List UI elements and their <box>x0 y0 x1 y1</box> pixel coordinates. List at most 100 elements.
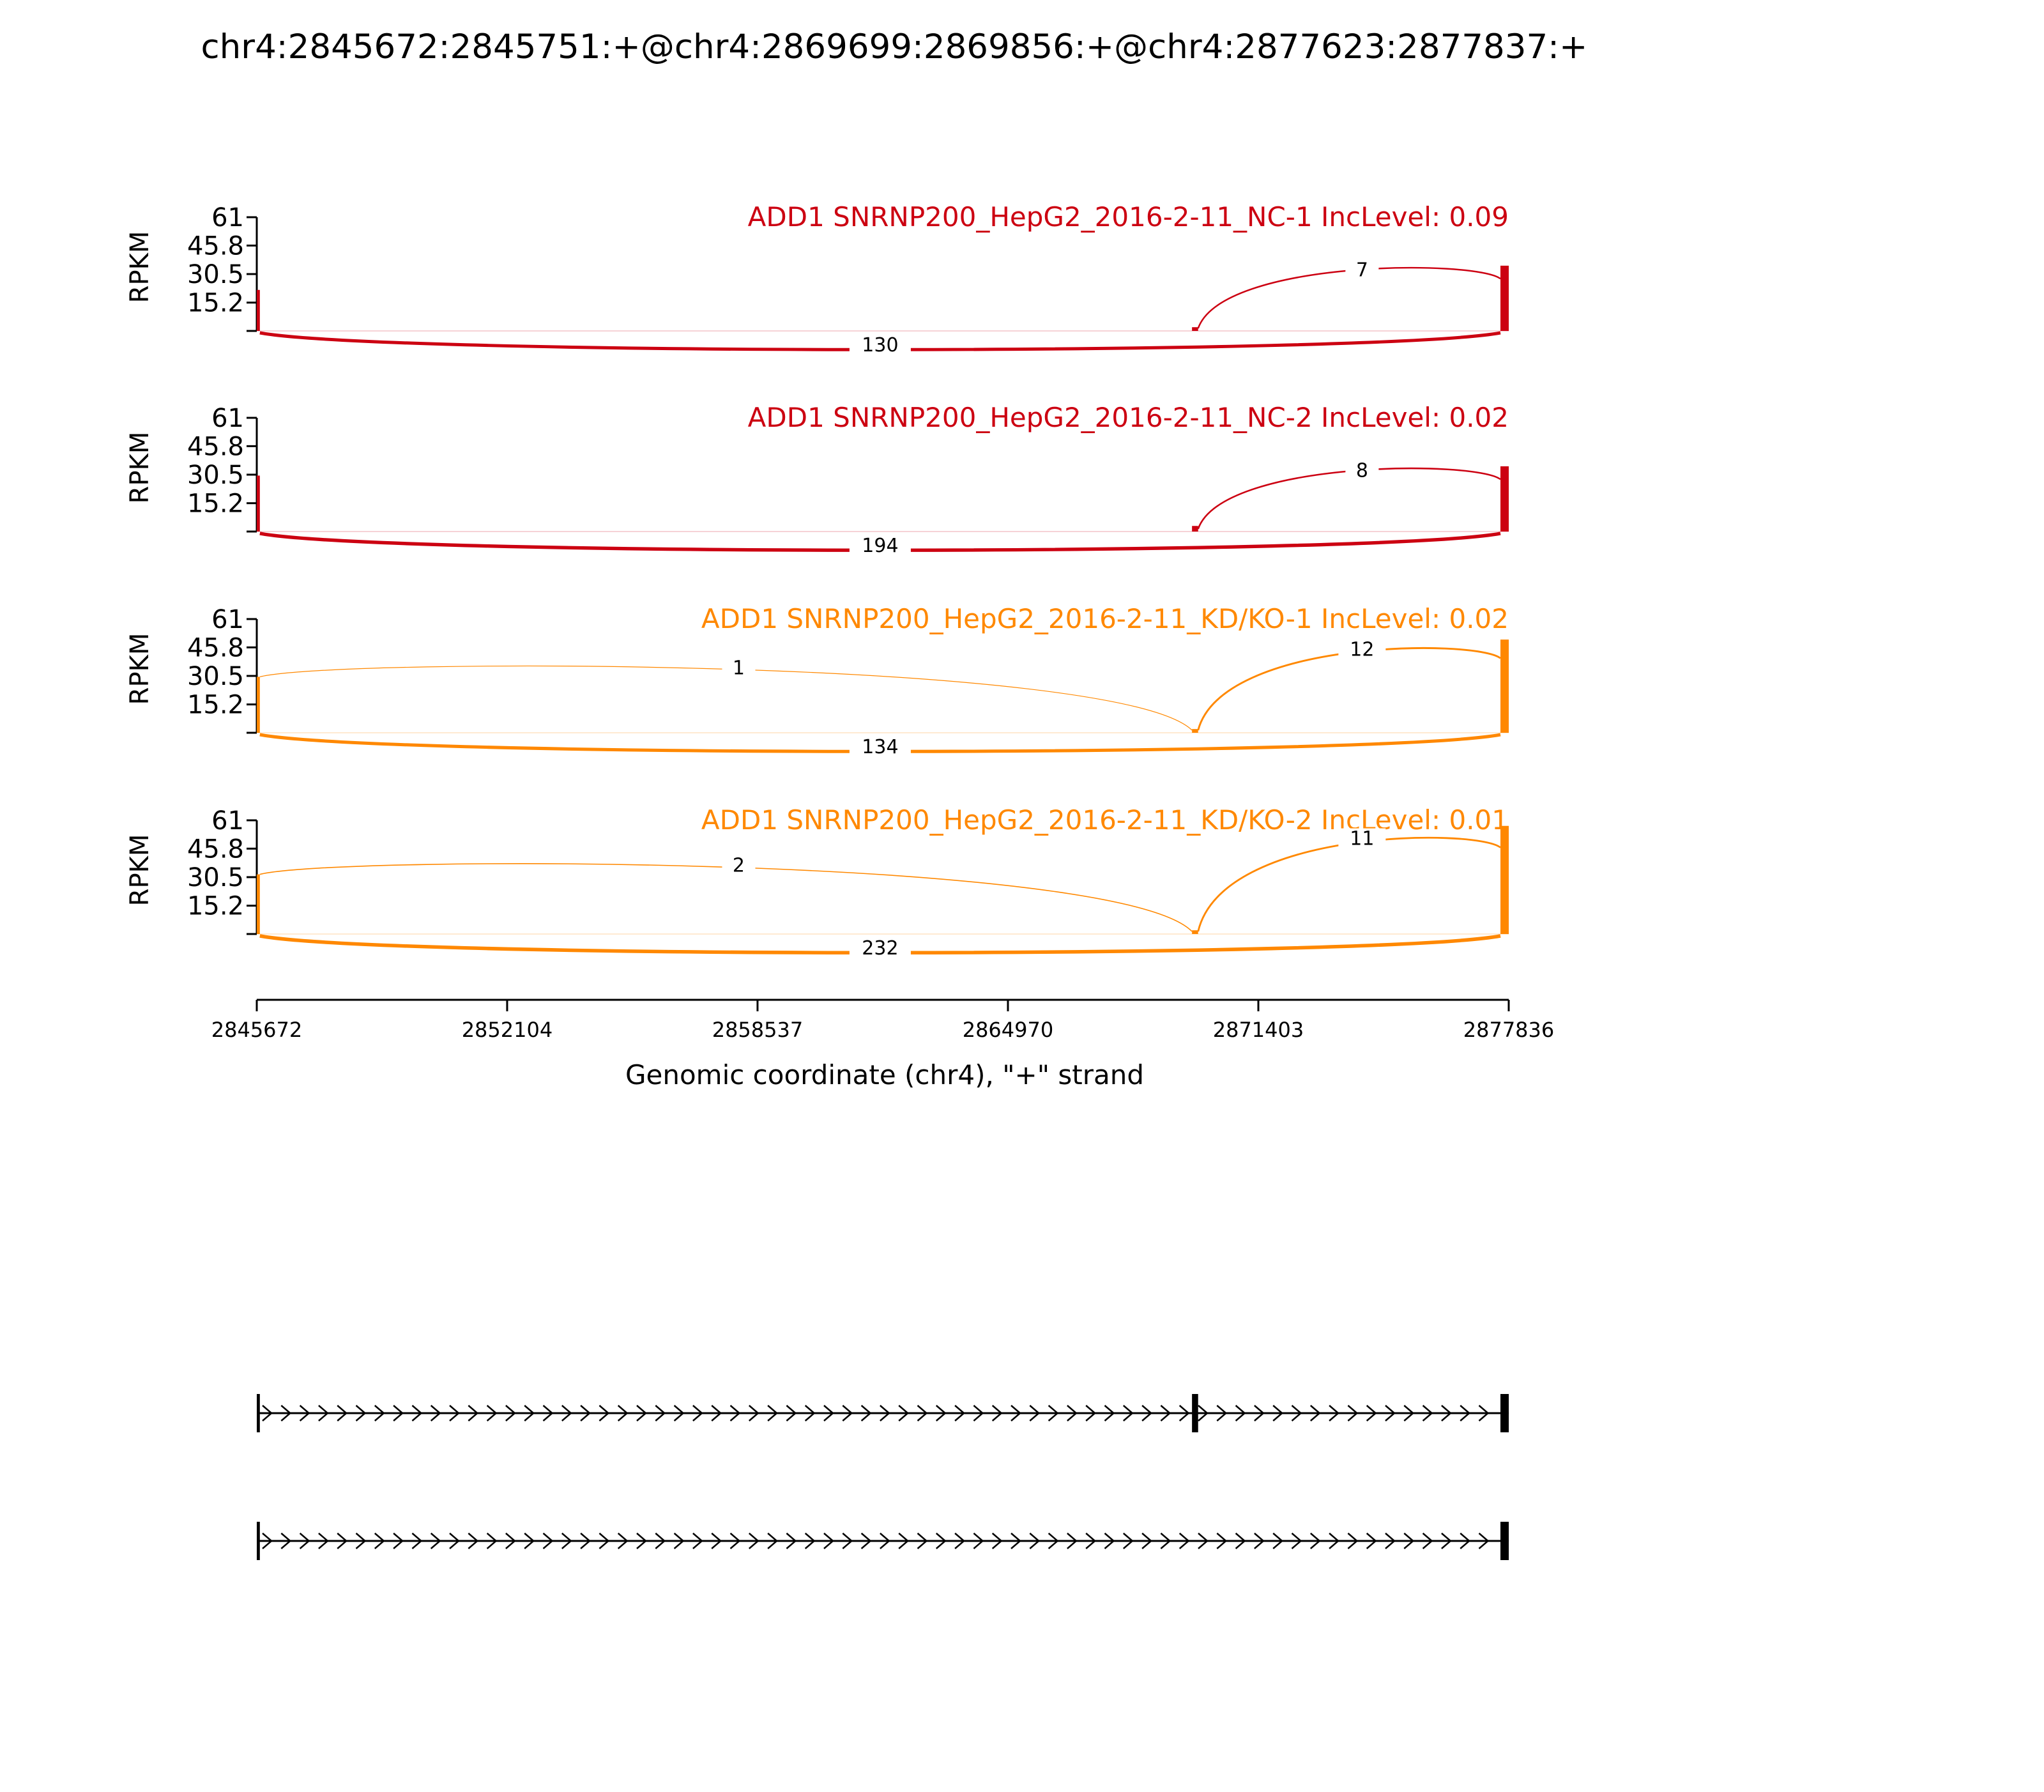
junction-count: 232 <box>862 937 898 960</box>
strand-arrow <box>580 1405 591 1421</box>
strand-arrow <box>1329 1533 1340 1549</box>
exon-block-1 <box>257 1394 260 1432</box>
coverage-exon-2 <box>1192 327 1198 331</box>
y-tick-label: 15.2 <box>187 289 244 318</box>
strand-arrow <box>1478 1405 1490 1421</box>
y-tick-label: 45.8 <box>187 432 244 461</box>
exon-block-3 <box>1500 1394 1509 1432</box>
strand-arrow <box>860 1405 872 1421</box>
y-tick-label: 61 <box>211 404 244 433</box>
junction-count-bg <box>722 657 756 680</box>
strand-arrow <box>393 1533 404 1549</box>
strand-arrow <box>486 1533 498 1549</box>
strand-arrow <box>880 1405 890 1421</box>
y-tick-label: 45.8 <box>187 834 244 864</box>
strand-arrow <box>1122 1533 1134 1549</box>
strand-arrow <box>692 1533 703 1549</box>
strand-arrow <box>973 1533 984 1549</box>
y-tick-label: 30.5 <box>187 461 244 490</box>
track-label: ADD1 SNRNP200_HepG2_2016-2-11_NC-2 IncLe… <box>748 402 1509 433</box>
strand-arrow <box>1403 1533 1415 1549</box>
strand-arrow <box>860 1533 872 1549</box>
junction-count-bg <box>849 737 911 758</box>
strand-arrow <box>1048 1405 1059 1421</box>
strand-arrow <box>935 1405 947 1421</box>
y-tick-label: 15.2 <box>187 892 244 921</box>
track-label: ADD1 SNRNP200_HepG2_2016-2-11_KD/KO-1 In… <box>701 603 1509 634</box>
strand-arrow <box>1216 1533 1228 1549</box>
strand-arrow <box>636 1405 647 1421</box>
strand-arrow <box>468 1533 479 1549</box>
figure-title: chr4:2845672:2845751:+@chr4:2869699:2869… <box>201 27 1588 66</box>
strand-arrow <box>842 1405 853 1421</box>
strand-arrow <box>561 1405 572 1421</box>
strand-arrow <box>1141 1533 1153 1549</box>
coverage-exon-3 <box>1500 466 1509 532</box>
strand-arrow <box>617 1533 629 1549</box>
junction-count-bg <box>1345 460 1379 482</box>
y-tick-label: 45.8 <box>187 231 244 261</box>
junction-count-bg <box>1338 639 1386 661</box>
coverage-exon-3 <box>1500 265 1509 331</box>
strand-arrow <box>524 1533 535 1549</box>
strand-arrow <box>449 1405 460 1421</box>
strand-arrow <box>880 1533 890 1549</box>
strand-arrow <box>954 1533 966 1549</box>
strand-arrow <box>1460 1533 1471 1549</box>
coverage-exon-3 <box>1500 825 1509 934</box>
strand-arrow <box>1048 1533 1059 1549</box>
strand-arrow <box>804 1405 816 1421</box>
strand-arrow <box>337 1533 348 1549</box>
track-label: ADD1 SNRNP200_HepG2_2016-2-11_KD/KO-2 In… <box>701 804 1509 836</box>
strand-arrow <box>1122 1405 1134 1421</box>
strand-arrow <box>1441 1405 1452 1421</box>
strand-arrow <box>1366 1533 1377 1549</box>
strand-arrow <box>599 1533 610 1549</box>
strand-arrow <box>767 1405 779 1421</box>
x-tick-label: 2858537 <box>712 1018 804 1042</box>
strand-arrow <box>299 1405 310 1421</box>
strand-arrow <box>1011 1533 1021 1549</box>
strand-arrow <box>991 1405 1003 1421</box>
strand-arrow <box>673 1533 685 1549</box>
strand-arrow <box>355 1533 367 1549</box>
strand-arrow <box>318 1533 329 1549</box>
strand-arrow <box>411 1533 423 1549</box>
strand-arrow <box>786 1533 797 1549</box>
strand-arrow <box>1254 1405 1265 1421</box>
strand-arrow <box>748 1533 759 1549</box>
strand-arrow <box>262 1405 273 1421</box>
strand-arrow <box>898 1405 910 1421</box>
strand-arrow <box>505 1533 516 1549</box>
y-tick-label: 61 <box>211 806 244 836</box>
strand-arrow <box>935 1533 947 1549</box>
coverage-exon-1 <box>257 289 260 331</box>
strand-arrow <box>1011 1405 1021 1421</box>
strand-arrow <box>1029 1405 1041 1421</box>
y-axis-label: RPKM <box>125 432 155 504</box>
y-tick-label: 45.8 <box>187 633 244 662</box>
strand-arrow <box>1141 1405 1153 1421</box>
strand-arrow <box>1329 1405 1340 1421</box>
strand-arrow <box>1366 1405 1377 1421</box>
strand-arrow <box>1441 1533 1452 1549</box>
coverage-exon-2 <box>1192 729 1198 733</box>
exon-block-2 <box>1192 1394 1198 1432</box>
strand-arrow <box>823 1405 834 1421</box>
x-axis-label: Genomic coordinate (chr4), "+" strand <box>625 1059 1144 1091</box>
junction-count-bg <box>849 335 911 356</box>
strand-arrow <box>280 1405 292 1421</box>
coverage-exon-1 <box>257 677 260 733</box>
strand-arrow <box>711 1533 722 1549</box>
strand-arrow <box>1160 1533 1171 1549</box>
strand-arrow <box>1160 1405 1171 1421</box>
strand-arrow <box>1198 1533 1209 1549</box>
coverage-exon-3 <box>1500 639 1509 733</box>
strand-arrow <box>673 1405 685 1421</box>
strand-arrow <box>823 1533 834 1549</box>
strand-arrow <box>1272 1405 1284 1421</box>
